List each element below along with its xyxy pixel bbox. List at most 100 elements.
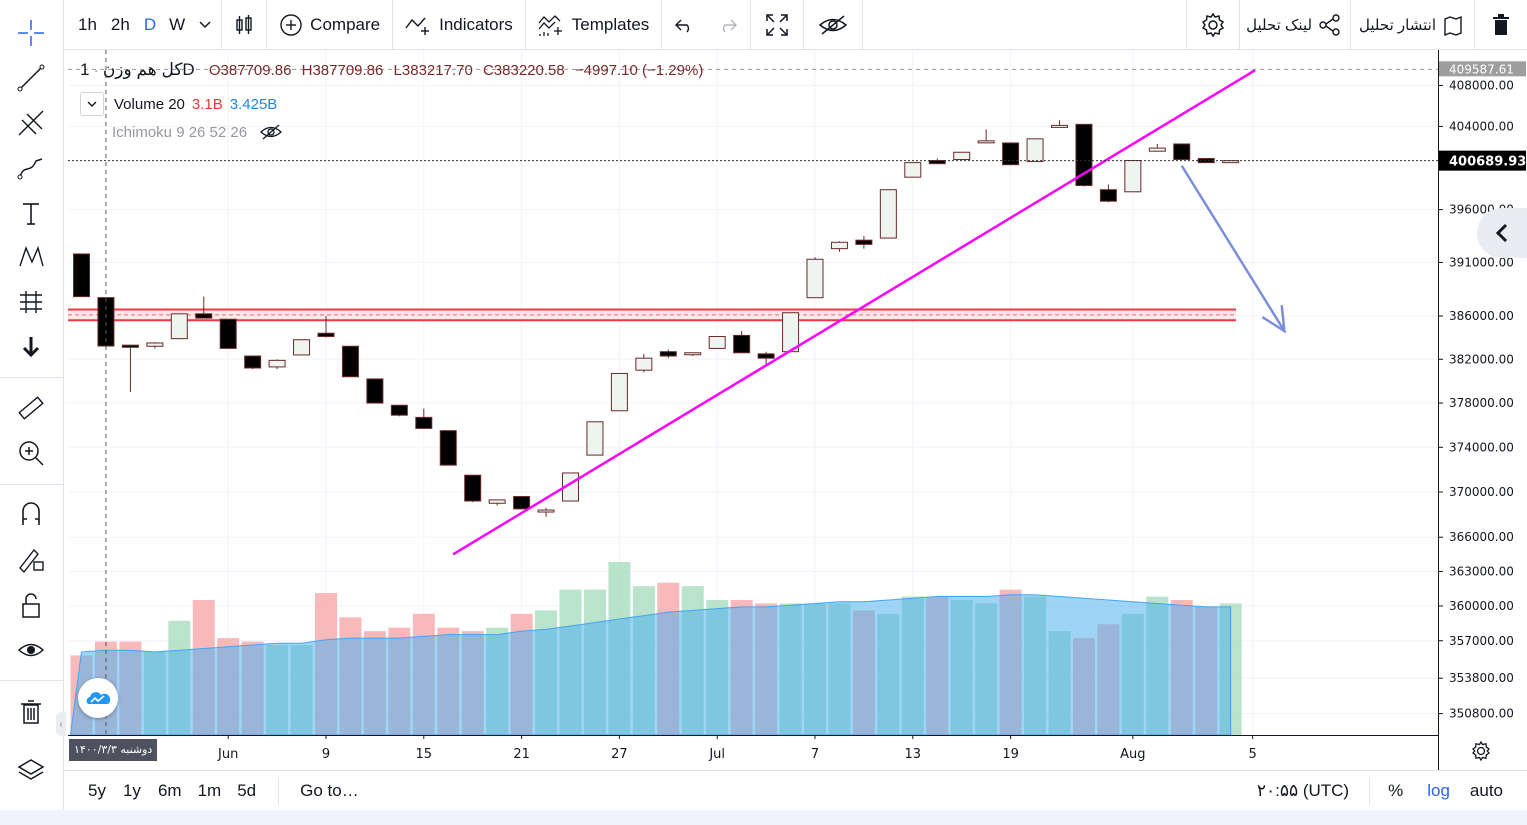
forecast-arrow-head <box>1261 305 1286 334</box>
candle-body <box>439 430 457 466</box>
fullscreen-icon[interactable] <box>751 0 803 50</box>
crosshair-icon[interactable] <box>12 16 50 50</box>
pitchfork-icon[interactable] <box>12 106 50 140</box>
chevron-down-icon <box>87 101 97 107</box>
unlock-icon[interactable] <box>12 588 50 622</box>
log-toggle[interactable]: log <box>1427 780 1450 800</box>
toolbar-divider <box>1239 0 1241 50</box>
indicators-label: Indicators <box>439 14 513 34</box>
ruler-icon[interactable] <box>12 391 50 425</box>
time-tick-label: 19 <box>1002 747 1019 762</box>
range-6m[interactable]: 6m <box>157 780 182 800</box>
hide-drawings-icon[interactable] <box>804 0 862 50</box>
redo-icon[interactable] <box>706 0 750 50</box>
candle-body <box>953 151 971 161</box>
plus-circle-icon <box>280 13 302 36</box>
prediction-icon[interactable] <box>12 285 50 319</box>
candle-body <box>830 241 848 250</box>
interval-w[interactable]: W <box>169 14 186 34</box>
percent-toggle[interactable]: % <box>1388 780 1404 800</box>
settings-gear-icon[interactable] <box>1187 0 1239 50</box>
ichimoku-label[interactable]: Ichimoku 9 26 52 26 <box>112 123 248 141</box>
share-link-button[interactable]: لینک تحلیل <box>1240 0 1350 50</box>
forecast-arrow <box>1180 165 1286 332</box>
range-5d[interactable]: 5d <box>237 780 257 800</box>
scroll-left-button[interactable]: ‹ <box>56 712 66 736</box>
symbol-name[interactable]: کل هم وزن <box>102 60 183 79</box>
compare-button[interactable]: Compare <box>267 0 392 50</box>
toolbar-divider <box>221 0 223 50</box>
goto-button[interactable]: Go to… <box>300 780 359 800</box>
candle-body <box>977 140 995 144</box>
range-1m[interactable]: 1m <box>197 780 222 800</box>
chevron-down-icon[interactable] <box>189 0 221 50</box>
range-1y[interactable]: 1y <box>122 780 141 800</box>
time-axis[interactable]: Jun 9 15 21 27 Jul 7 13 19 Aug 5 <box>68 735 1438 770</box>
zoom-in-icon[interactable] <box>12 436 50 470</box>
collapse-panel-button[interactable] <box>1477 208 1527 258</box>
magnet-icon[interactable] <box>12 497 50 531</box>
price-tick-label: 408000.00 <box>1449 78 1514 92</box>
time-tick-label: 13 <box>905 747 922 762</box>
toolbar-divider <box>524 0 526 50</box>
price-tick-label: 360000.00 <box>1449 599 1514 613</box>
trash-icon[interactable] <box>12 694 50 728</box>
candle-body <box>1148 147 1166 152</box>
support-zone <box>68 308 1236 322</box>
candles <box>73 120 1240 517</box>
candle-body <box>733 334 751 354</box>
templates-button[interactable]: Templates <box>526 0 661 50</box>
candle-body <box>1002 142 1020 166</box>
candle-body <box>170 313 188 340</box>
high-price-badge <box>1439 61 1526 77</box>
timezone-label[interactable]: ۲۰:۵۵ (UTC) <box>1256 780 1350 800</box>
price-chart[interactable]: 408000.00404000.00396000.00391000.003860… <box>68 50 1527 770</box>
price-tick-label: 350800.00 <box>1449 707 1514 721</box>
eye-icon[interactable] <box>12 633 50 667</box>
price-axis[interactable]: 408000.00404000.00396000.00391000.003860… <box>1438 50 1527 770</box>
toolbar-divider <box>1474 0 1475 50</box>
layers-icon[interactable] <box>12 752 50 786</box>
crosshair-date-label: دوشنبه ۱۴۰۰/۳/۳ <box>69 739 158 761</box>
delete-trash-icon[interactable] <box>1475 0 1527 50</box>
pattern-icon[interactable] <box>12 240 50 274</box>
candle-body <box>855 239 873 245</box>
hidden-eye-icon[interactable] <box>259 123 283 141</box>
candle-body <box>195 313 213 319</box>
chart-logo-icon[interactable] <box>78 678 118 718</box>
volume-label[interactable]: Volume 20 <box>114 95 185 113</box>
interval-2h[interactable]: 2h <box>110 14 130 34</box>
price-tick-label: 374000.00 <box>1449 440 1514 454</box>
brush-icon[interactable] <box>12 151 50 185</box>
templates-icon <box>538 14 562 36</box>
text-tool-icon[interactable] <box>12 196 50 230</box>
volume-ma-value: 3.425B <box>229 95 278 113</box>
interval-1h[interactable]: 1h <box>78 14 97 34</box>
candle-body <box>1051 124 1068 128</box>
arrow-down-icon[interactable] <box>12 330 50 364</box>
lock-drawing-icon[interactable] <box>12 542 50 576</box>
range-5y[interactable]: 5y <box>88 780 106 800</box>
toolbar-divider <box>661 0 663 50</box>
legend-open: O387709.86 <box>208 62 292 79</box>
publish-icon <box>1444 15 1462 36</box>
interval-d[interactable]: D <box>143 14 157 34</box>
collapse-legend-button[interactable] <box>80 92 104 116</box>
legend-change: −4997.10 (−1.29%) <box>574 62 704 79</box>
trend-line-icon[interactable] <box>12 61 50 95</box>
chart-properties-gear-icon[interactable] <box>1470 740 1492 762</box>
ichimoku-legend: Ichimoku 9 26 52 26 <box>112 123 283 141</box>
price-tick-label: 353800.00 <box>1449 671 1514 685</box>
auto-toggle[interactable]: auto <box>1469 780 1503 800</box>
candle-body <box>757 353 775 359</box>
indicators-button[interactable]: Indicators <box>393 0 525 50</box>
candle-style-icon[interactable] <box>222 0 266 50</box>
undo-icon[interactable] <box>662 0 706 50</box>
candle-body <box>268 359 286 368</box>
chevron-left-icon <box>1495 223 1508 243</box>
candle-body <box>219 318 237 349</box>
publish-idea-button[interactable]: انتشار تحلیل <box>1351 0 1474 50</box>
compare-label: Compare <box>310 14 381 34</box>
price-tick-label: 386000.00 <box>1449 309 1514 323</box>
share-icon <box>1319 13 1340 36</box>
